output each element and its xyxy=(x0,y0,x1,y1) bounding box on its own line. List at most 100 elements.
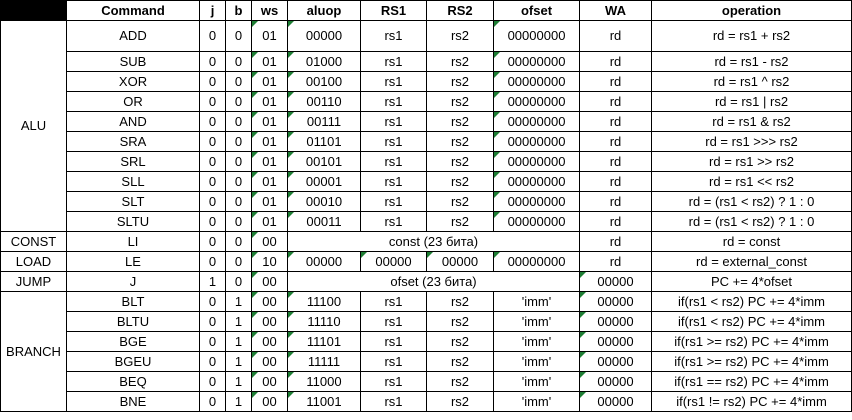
aluop-cell[interactable]: 11111 xyxy=(287,351,361,372)
j-cell[interactable]: 0 xyxy=(199,91,226,112)
header-rs1[interactable]: RS1 xyxy=(360,0,427,21)
rs1-cell[interactable]: rs1 xyxy=(360,211,427,232)
ofset-cell[interactable]: 00000000 xyxy=(493,131,580,152)
rs1-cell[interactable]: rs1 xyxy=(360,311,427,332)
rs2-cell[interactable]: rs2 xyxy=(426,211,494,232)
aluop-cell[interactable]: 00010 xyxy=(287,191,361,212)
j-cell[interactable]: 0 xyxy=(199,191,226,212)
j-cell[interactable]: 0 xyxy=(199,231,226,252)
header-wa[interactable]: WA xyxy=(579,0,652,21)
wa-cell[interactable]: 00000 xyxy=(579,351,652,372)
b-cell[interactable]: 1 xyxy=(225,291,252,312)
b-cell[interactable]: 0 xyxy=(225,51,252,72)
wa-cell[interactable]: rd xyxy=(579,151,652,172)
operation-cell[interactable]: if(rs1 < rs2) PC += 4*imm xyxy=(651,311,852,332)
b-cell[interactable]: 0 xyxy=(225,171,252,192)
aluop-cell[interactable]: 00111 xyxy=(287,111,361,132)
aluop-cell[interactable]: 00100 xyxy=(287,71,361,92)
command-cell[interactable]: BGE xyxy=(66,331,200,352)
ofset-cell[interactable]: 00000000 xyxy=(493,251,580,272)
ws-cell[interactable]: 01 xyxy=(251,51,288,72)
b-cell[interactable]: 0 xyxy=(225,271,252,292)
command-cell[interactable]: BLTU xyxy=(66,311,200,332)
header-j[interactable]: j xyxy=(199,0,226,21)
rs1-cell[interactable]: rs1 xyxy=(360,171,427,192)
ws-cell[interactable]: 01 xyxy=(251,111,288,132)
merged-ofset-cell[interactable]: ofset (23 бита) xyxy=(287,271,580,292)
aluop-cell[interactable]: 00110 xyxy=(287,91,361,112)
wa-cell[interactable]: rd xyxy=(579,20,652,52)
operation-cell[interactable]: rd = rs1 >>> rs2 xyxy=(651,131,852,152)
rs2-cell[interactable]: rs2 xyxy=(426,71,494,92)
header-alu[interactable]: ALU xyxy=(0,0,67,21)
j-cell[interactable]: 0 xyxy=(199,351,226,372)
ofset-cell[interactable]: 00000000 xyxy=(493,191,580,212)
b-cell[interactable]: 0 xyxy=(225,151,252,172)
ws-cell[interactable]: 01 xyxy=(251,71,288,92)
operation-cell[interactable]: rd = const xyxy=(651,231,852,252)
b-cell[interactable]: 0 xyxy=(225,191,252,212)
group-cell-const[interactable]: CONST xyxy=(0,231,67,252)
header-operation[interactable]: operation xyxy=(651,0,852,21)
aluop-cell[interactable]: 00000 xyxy=(287,20,361,52)
command-cell[interactable]: SLT xyxy=(66,191,200,212)
command-cell[interactable]: SUB xyxy=(66,51,200,72)
command-cell[interactable]: BLT xyxy=(66,291,200,312)
ws-cell[interactable]: 00 xyxy=(251,231,288,252)
header-ofset[interactable]: ofset xyxy=(493,0,580,21)
operation-cell[interactable]: PC += 4*ofset xyxy=(651,271,852,292)
command-cell[interactable]: BGEU xyxy=(66,351,200,372)
operation-cell[interactable]: if(rs1 == rs2) PC += 4*imm xyxy=(651,371,852,392)
j-cell[interactable]: 0 xyxy=(199,51,226,72)
command-cell[interactable]: BNE xyxy=(66,391,200,412)
j-cell[interactable]: 0 xyxy=(199,131,226,152)
j-cell[interactable]: 1 xyxy=(199,271,226,292)
command-cell[interactable]: SRA xyxy=(66,131,200,152)
rs1-cell[interactable]: rs1 xyxy=(360,191,427,212)
operation-cell[interactable]: rd = rs1 >> rs2 xyxy=(651,151,852,172)
command-cell[interactable]: LI xyxy=(66,231,200,252)
b-cell[interactable]: 0 xyxy=(225,251,252,272)
b-cell[interactable]: 0 xyxy=(225,71,252,92)
aluop-cell[interactable]: 00001 xyxy=(287,171,361,192)
command-cell[interactable]: SLTU xyxy=(66,211,200,232)
rs2-cell[interactable]: rs2 xyxy=(426,131,494,152)
operation-cell[interactable]: if(rs1 < rs2) PC += 4*imm xyxy=(651,291,852,312)
j-cell[interactable]: 0 xyxy=(199,331,226,352)
operation-cell[interactable]: rd = (rs1 < rs2) ? 1 : 0 xyxy=(651,211,852,232)
wa-cell[interactable]: rd xyxy=(579,51,652,72)
group-cell-load[interactable]: LOAD xyxy=(0,251,67,272)
aluop-cell[interactable]: 11001 xyxy=(287,391,361,412)
command-cell[interactable]: XOR xyxy=(66,71,200,92)
ws-cell[interactable]: 00 xyxy=(251,331,288,352)
command-cell[interactable]: SRL xyxy=(66,151,200,172)
rs1-cell[interactable]: rs1 xyxy=(360,131,427,152)
ofset-cell[interactable]: 00000000 xyxy=(493,71,580,92)
ws-cell[interactable]: 01 xyxy=(251,131,288,152)
aluop-cell[interactable]: 00101 xyxy=(287,151,361,172)
wa-cell[interactable]: rd xyxy=(579,71,652,92)
rs1-cell[interactable]: rs1 xyxy=(360,20,427,52)
rs1-cell[interactable]: 00000 xyxy=(360,251,427,272)
b-cell[interactable]: 1 xyxy=(225,311,252,332)
rs2-cell[interactable]: rs2 xyxy=(426,191,494,212)
ws-cell[interactable]: 00 xyxy=(251,311,288,332)
ws-cell[interactable]: 00 xyxy=(251,371,288,392)
rs2-cell[interactable]: rs2 xyxy=(426,391,494,412)
ws-cell[interactable]: 00 xyxy=(251,351,288,372)
wa-cell[interactable]: rd xyxy=(579,231,652,252)
b-cell[interactable]: 0 xyxy=(225,131,252,152)
command-cell[interactable]: BEQ xyxy=(66,371,200,392)
rs1-cell[interactable]: rs1 xyxy=(360,111,427,132)
wa-cell[interactable]: rd xyxy=(579,111,652,132)
rs2-cell[interactable]: 00000 xyxy=(426,251,494,272)
b-cell[interactable]: 1 xyxy=(225,391,252,412)
b-cell[interactable]: 0 xyxy=(225,211,252,232)
j-cell[interactable]: 0 xyxy=(199,171,226,192)
j-cell[interactable]: 0 xyxy=(199,211,226,232)
ws-cell[interactable]: 01 xyxy=(251,151,288,172)
rs1-cell[interactable]: rs1 xyxy=(360,51,427,72)
wa-cell[interactable]: 00000 xyxy=(579,291,652,312)
aluop-cell[interactable]: 00011 xyxy=(287,211,361,232)
wa-cell[interactable]: rd xyxy=(579,171,652,192)
